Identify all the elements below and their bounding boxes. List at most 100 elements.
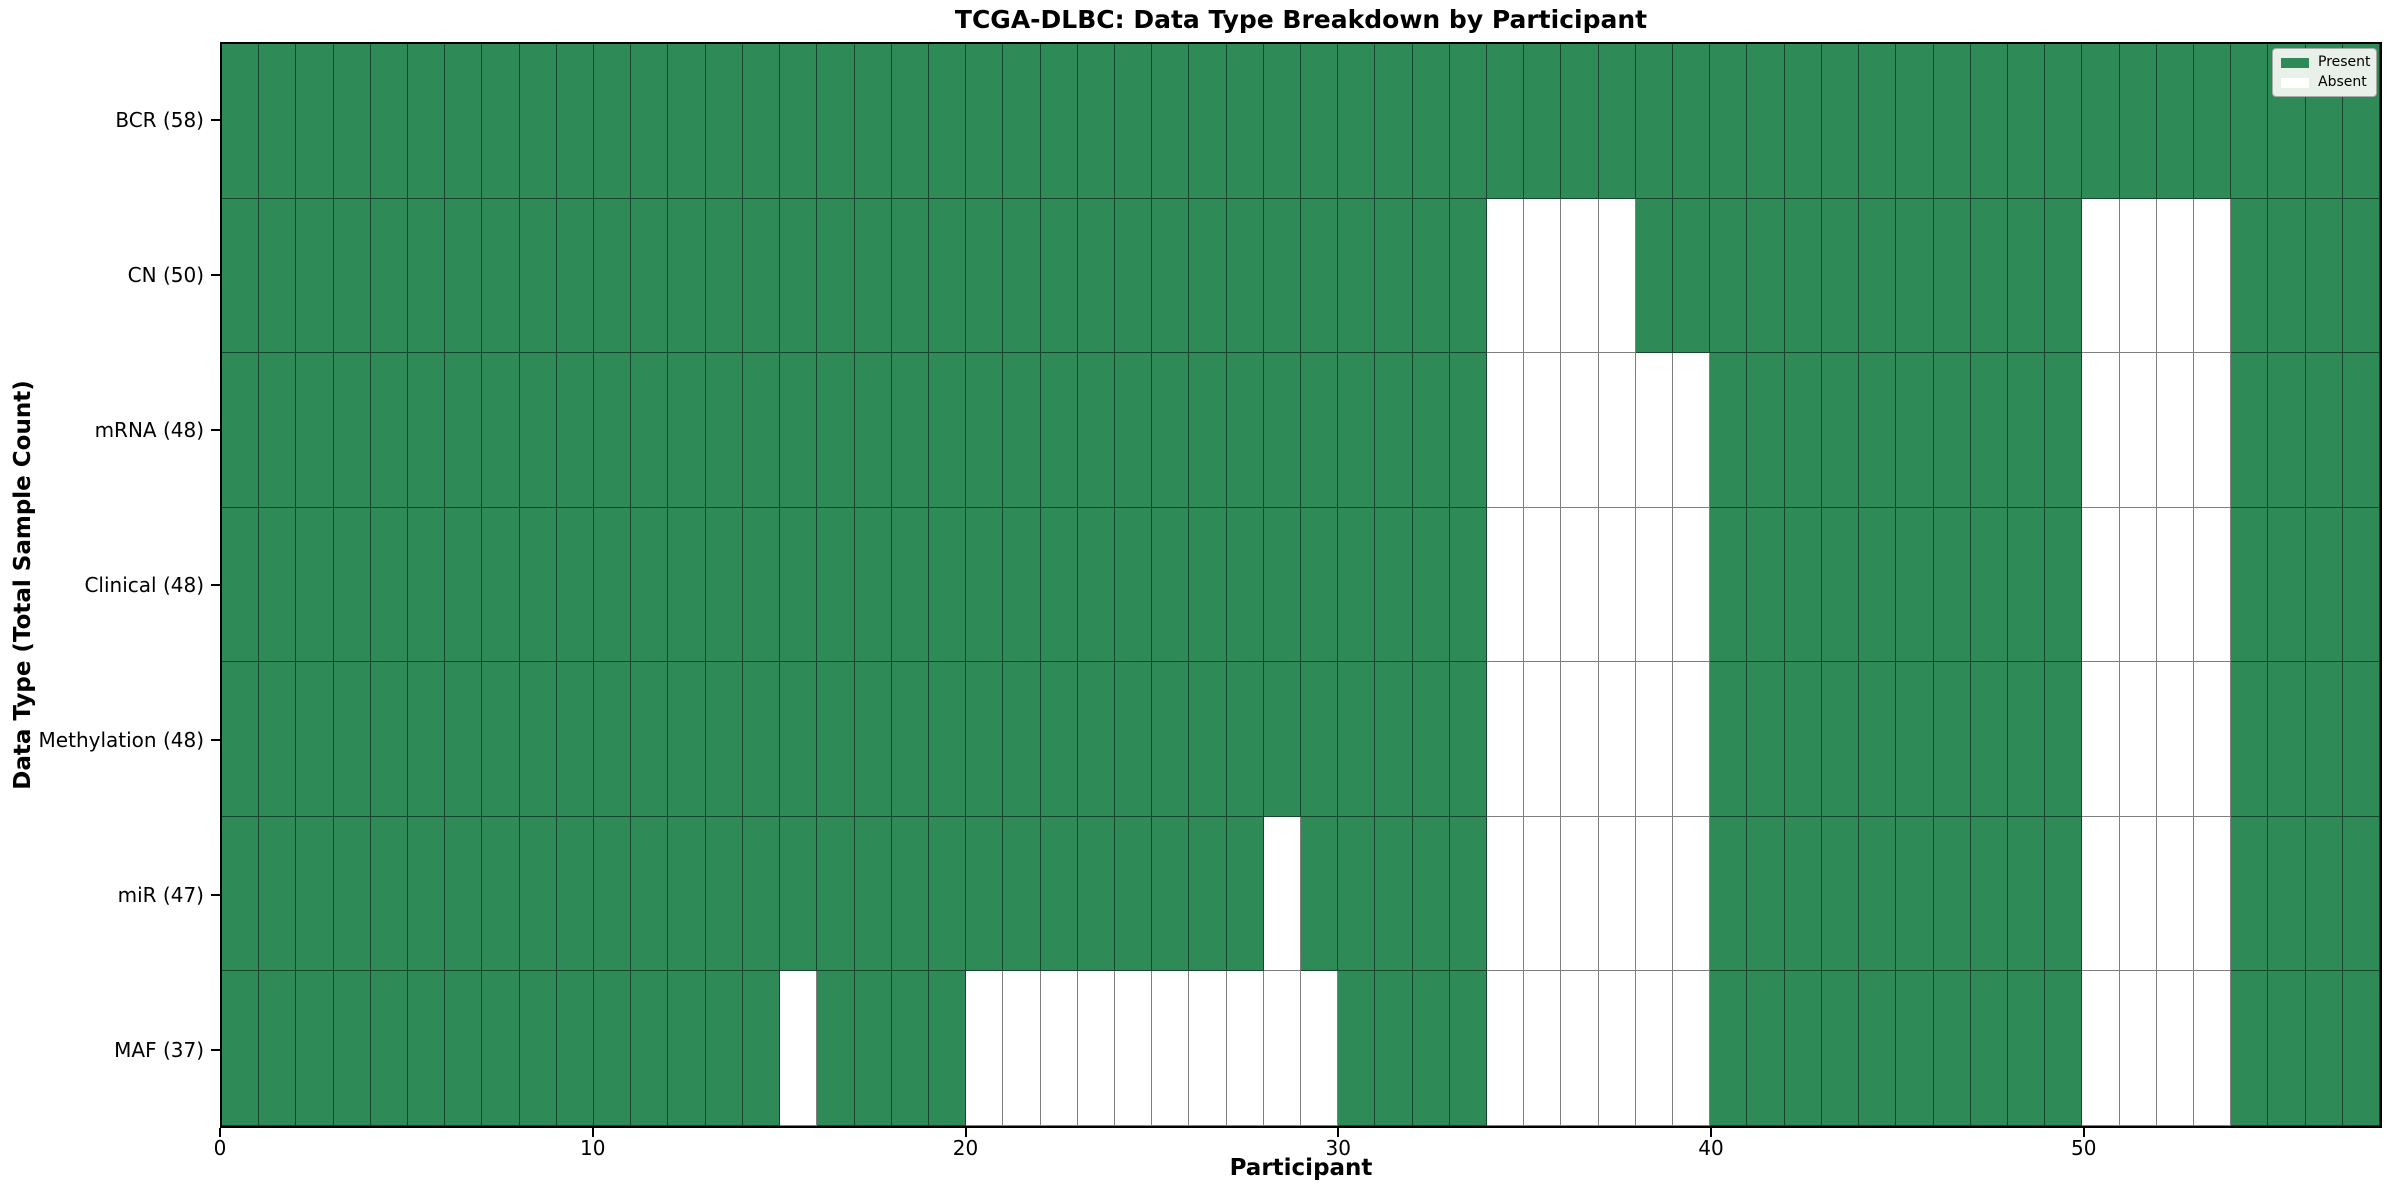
cell-Methylation-41 <box>1747 662 1785 817</box>
legend: Present Absent <box>2272 48 2377 97</box>
cell-MAF-40 <box>1710 971 1748 1126</box>
cell-Clinical-49 <box>2045 507 2083 663</box>
y-tick-label-MAF: MAF (37) <box>114 1038 204 1063</box>
cell-miR-13 <box>705 816 743 972</box>
y-tick-label-mRNA: mRNA (48) <box>94 417 204 442</box>
cell-Clinical-19 <box>928 507 967 663</box>
cell-Methylation-19 <box>928 662 967 817</box>
cell-CN-19 <box>928 198 967 354</box>
cell-Clinical-51 <box>2119 507 2157 663</box>
cell-Clinical-34 <box>1487 507 1525 663</box>
legend-entry-present: Present <box>2281 55 2371 70</box>
cell-mRNA-12 <box>668 353 706 508</box>
cell-mRNA-34 <box>1487 353 1525 508</box>
cell-mRNA-31 <box>1375 353 1413 508</box>
cell-mRNA-32 <box>1412 353 1450 508</box>
cell-BCR-11 <box>631 44 669 199</box>
cell-Clinical-53 <box>2193 507 2232 663</box>
cell-mRNA-24 <box>1114 353 1153 508</box>
cell-Methylation-2 <box>296 662 334 817</box>
cell-Methylation-6 <box>445 662 483 817</box>
y-tick-mark-Clinical <box>211 584 220 586</box>
cell-BCR-18 <box>891 44 929 199</box>
cell-BCR-8 <box>519 44 557 199</box>
cell-mRNA-51 <box>2119 353 2157 508</box>
cell-miR-11 <box>631 816 669 972</box>
cell-BCR-26 <box>1189 44 1227 199</box>
cell-BCR-2 <box>296 44 334 199</box>
cell-CN-53 <box>2193 198 2232 354</box>
cell-Methylation-43 <box>1821 662 1860 817</box>
cell-CN-20 <box>966 198 1004 354</box>
cell-MAF-23 <box>1077 971 1115 1126</box>
cell-Clinical-41 <box>1747 507 1785 663</box>
cell-BCR-3 <box>333 44 371 199</box>
y-tick-mark-miR <box>211 894 220 897</box>
cell-MAF-57 <box>2342 971 2380 1126</box>
cell-MAF-7 <box>482 971 520 1126</box>
x-tick-label-20: 20 <box>952 1136 979 1160</box>
cell-BCR-22 <box>1040 44 1078 199</box>
cell-MAF-20 <box>966 971 1004 1126</box>
cell-CN-6 <box>445 198 483 354</box>
cell-MAF-2 <box>296 971 334 1126</box>
cell-Methylation-27 <box>1226 662 1264 817</box>
cell-mRNA-42 <box>1784 353 1822 508</box>
cell-mRNA-10 <box>594 353 632 508</box>
cell-mRNA-48 <box>2007 353 2046 508</box>
cell-mRNA-57 <box>2342 353 2380 508</box>
cell-MAF-45 <box>1896 971 1934 1126</box>
cell-BCR-0 <box>222 44 260 199</box>
cell-Clinical-43 <box>1821 507 1860 663</box>
cell-Clinical-3 <box>333 507 371 663</box>
cell-Methylation-20 <box>966 662 1004 817</box>
cell-MAF-5 <box>408 971 446 1126</box>
cell-CN-40 <box>1710 198 1748 354</box>
y-tick-mark-Methylation <box>211 739 220 742</box>
cell-BCR-43 <box>1821 44 1860 199</box>
cell-Clinical-14 <box>742 507 781 663</box>
cell-mRNA-33 <box>1449 353 1488 508</box>
cell-MAF-13 <box>705 971 743 1126</box>
cell-CN-28 <box>1263 198 1301 354</box>
cell-BCR-46 <box>1933 44 1971 199</box>
cell-MAF-26 <box>1189 971 1227 1126</box>
cell-CN-27 <box>1226 198 1264 354</box>
cell-CN-18 <box>891 198 929 354</box>
cell-CN-38 <box>1635 198 1674 354</box>
cell-MAF-14 <box>742 971 781 1126</box>
cell-Clinical-32 <box>1412 507 1450 663</box>
cell-MAF-30 <box>1338 971 1376 1126</box>
cell-mRNA-8 <box>519 353 557 508</box>
cell-CN-44 <box>1859 198 1897 354</box>
cell-Methylation-0 <box>222 662 260 817</box>
cell-miR-27 <box>1226 816 1264 972</box>
legend-swatch-present <box>2281 57 2309 68</box>
cell-CN-31 <box>1375 198 1413 354</box>
cell-Clinical-20 <box>966 507 1004 663</box>
x-tick-label-50: 50 <box>2071 1136 2097 1160</box>
cell-BCR-7 <box>482 44 520 199</box>
x-tick-label-40: 40 <box>1698 1136 1724 1160</box>
cell-CN-43 <box>1821 198 1860 354</box>
cell-Methylation-57 <box>2342 662 2380 817</box>
cell-Clinical-23 <box>1077 507 1115 663</box>
cell-Clinical-12 <box>668 507 706 663</box>
cell-Clinical-4 <box>370 507 409 663</box>
cell-CN-51 <box>2119 198 2157 354</box>
cell-MAF-53 <box>2193 971 2232 1126</box>
cell-MAF-50 <box>2082 971 2120 1126</box>
cell-Clinical-6 <box>445 507 483 663</box>
cell-mRNA-43 <box>1821 353 1860 508</box>
x-tick-mark-10 <box>591 1128 594 1137</box>
cell-BCR-27 <box>1226 44 1264 199</box>
cell-miR-8 <box>519 816 557 972</box>
x-tick-mark-0 <box>219 1128 221 1137</box>
cell-MAF-4 <box>370 971 409 1126</box>
cell-MAF-33 <box>1449 971 1488 1126</box>
y-tick-label-CN: CN (50) <box>127 262 204 287</box>
cell-BCR-36 <box>1561 44 1599 199</box>
cell-mRNA-56 <box>2305 353 2343 508</box>
cell-Methylation-13 <box>705 662 743 817</box>
heatmap-plot <box>220 42 2382 1128</box>
